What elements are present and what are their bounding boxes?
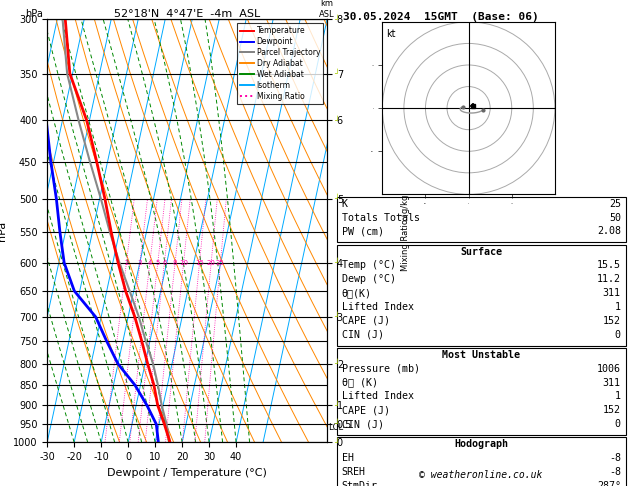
Text: 1006: 1006 bbox=[597, 364, 621, 374]
Text: Lifted Index: Lifted Index bbox=[342, 392, 413, 401]
Text: θᴄ (K): θᴄ (K) bbox=[342, 378, 377, 388]
Text: kt: kt bbox=[386, 29, 395, 39]
Text: 15.5: 15.5 bbox=[597, 260, 621, 271]
Text: 30.05.2024  15GMT  (Base: 06): 30.05.2024 15GMT (Base: 06) bbox=[343, 12, 538, 22]
Text: CAPE (J): CAPE (J) bbox=[342, 405, 389, 416]
Text: K: K bbox=[342, 199, 348, 209]
Text: Temp (°C): Temp (°C) bbox=[342, 260, 396, 271]
Text: ┘: ┘ bbox=[334, 401, 339, 410]
Text: 20: 20 bbox=[207, 260, 216, 266]
Text: 0: 0 bbox=[615, 330, 621, 340]
Text: 0: 0 bbox=[615, 419, 621, 429]
Legend: Temperature, Dewpoint, Parcel Trajectory, Dry Adiabat, Wet Adiabat, Isotherm, Mi: Temperature, Dewpoint, Parcel Trajectory… bbox=[237, 23, 323, 104]
Text: -8: -8 bbox=[609, 453, 621, 463]
Text: ┘: ┘ bbox=[334, 15, 339, 24]
Text: 2: 2 bbox=[124, 260, 128, 266]
Text: ┘: ┘ bbox=[334, 359, 339, 368]
Text: ┘: ┘ bbox=[334, 312, 339, 322]
Text: EH: EH bbox=[342, 453, 353, 463]
Text: 11.2: 11.2 bbox=[597, 274, 621, 284]
Text: 1: 1 bbox=[615, 302, 621, 312]
Text: 25: 25 bbox=[216, 260, 225, 266]
Text: hPa: hPa bbox=[25, 9, 43, 18]
Text: 1: 1 bbox=[615, 392, 621, 401]
Title: 52°18'N  4°47'E  -4m  ASL: 52°18'N 4°47'E -4m ASL bbox=[114, 9, 260, 18]
Text: 6: 6 bbox=[162, 260, 167, 266]
Text: CIN (J): CIN (J) bbox=[342, 330, 384, 340]
Text: 4: 4 bbox=[148, 260, 152, 266]
Text: SREH: SREH bbox=[342, 467, 365, 477]
Text: 3: 3 bbox=[138, 260, 142, 266]
Text: © weatheronline.co.uk: © weatheronline.co.uk bbox=[420, 470, 543, 480]
Text: CIN (J): CIN (J) bbox=[342, 419, 384, 429]
Text: ┘: ┘ bbox=[334, 69, 339, 78]
X-axis label: Dewpoint / Temperature (°C): Dewpoint / Temperature (°C) bbox=[107, 468, 267, 478]
Text: 8: 8 bbox=[173, 260, 177, 266]
Text: 287°: 287° bbox=[597, 481, 621, 486]
Text: CAPE (J): CAPE (J) bbox=[342, 316, 389, 326]
Text: ┘: ┘ bbox=[334, 438, 339, 447]
Text: km
ASL: km ASL bbox=[320, 0, 335, 18]
Text: Most Unstable: Most Unstable bbox=[442, 350, 520, 360]
Text: Lifted Index: Lifted Index bbox=[342, 302, 413, 312]
Text: ┘: ┘ bbox=[334, 116, 339, 125]
Text: Dewp (°C): Dewp (°C) bbox=[342, 274, 396, 284]
Text: ┘: ┘ bbox=[334, 420, 339, 429]
Text: 15: 15 bbox=[195, 260, 204, 266]
Text: Mixing Ratio (g/kg): Mixing Ratio (g/kg) bbox=[401, 191, 410, 271]
Text: 152: 152 bbox=[603, 316, 621, 326]
Text: ┘: ┘ bbox=[334, 259, 339, 267]
Text: 10: 10 bbox=[179, 260, 188, 266]
Text: 50: 50 bbox=[609, 213, 621, 223]
Text: LCL: LCL bbox=[328, 423, 343, 432]
Text: Hodograph: Hodograph bbox=[454, 439, 508, 450]
Text: 5: 5 bbox=[155, 260, 160, 266]
Text: -8: -8 bbox=[609, 467, 621, 477]
Text: ┘: ┘ bbox=[334, 194, 339, 203]
Y-axis label: hPa: hPa bbox=[0, 221, 8, 241]
Text: Surface: Surface bbox=[460, 247, 502, 257]
Text: Totals Totals: Totals Totals bbox=[342, 213, 420, 223]
Text: 152: 152 bbox=[603, 405, 621, 416]
Text: StmDir: StmDir bbox=[342, 481, 377, 486]
Text: 311: 311 bbox=[603, 378, 621, 388]
Text: 25: 25 bbox=[609, 199, 621, 209]
Text: 2.08: 2.08 bbox=[597, 226, 621, 237]
Text: 311: 311 bbox=[603, 288, 621, 298]
Text: PW (cm): PW (cm) bbox=[342, 226, 384, 237]
Text: Pressure (mb): Pressure (mb) bbox=[342, 364, 420, 374]
Text: θᴄ(K): θᴄ(K) bbox=[342, 288, 372, 298]
